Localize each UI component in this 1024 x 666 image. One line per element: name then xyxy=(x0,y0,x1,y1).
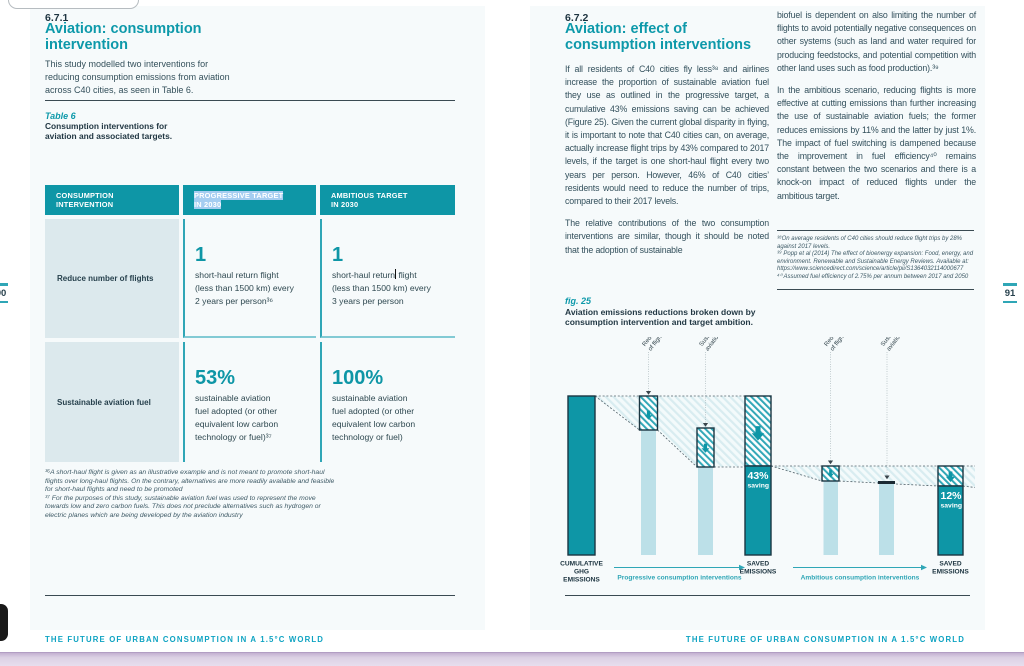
big-value: 100% xyxy=(332,367,384,389)
figure-caption: Aviation emissions reductions broken dow… xyxy=(565,307,756,327)
arrowhead-icon xyxy=(827,460,834,465)
side-handle-fragment[interactable] xyxy=(0,604,8,641)
svg-text:GHG: GHG xyxy=(574,569,589,576)
dashed-guides xyxy=(594,395,975,488)
arrowhead-icon xyxy=(739,564,745,571)
cell-flights-ambitious[interactable]: 1 short-haul return flight (less than 15… xyxy=(320,219,455,338)
interventions-table: CONSUMPTION INTERVENTION PROGRESSIVE TAR… xyxy=(45,185,455,462)
leader-lines xyxy=(648,352,888,476)
footnote-36: ³⁶A short-haul flight is given as an ill… xyxy=(45,469,335,494)
down-arrow-icon xyxy=(644,410,653,420)
page-number-dash xyxy=(0,283,8,286)
saving-12-word: saving xyxy=(941,503,963,510)
saving-43-word: saving xyxy=(748,483,770,490)
big-value: 1 xyxy=(195,244,207,266)
section-number: 6.7.1 xyxy=(45,12,69,24)
label-reduce-flights-progressive: Reduce number of flights xyxy=(641,337,673,352)
svg-text:EMISSIONS: EMISSIONS xyxy=(563,577,600,584)
text-column-1: If all residents of C40 cities fly less³… xyxy=(565,63,769,266)
axis-label-saved-progressive: SAVED xyxy=(747,561,769,568)
cell-fuel-progressive: 53% sustainable aviation fuel adopted (o… xyxy=(183,342,316,462)
footnote-40: ⁴⁰ Assumed fuel efficiency of 2.75% per … xyxy=(777,273,969,280)
column-header-progressive[interactable]: PROGRESSIVE TARGET IN 2030 xyxy=(183,185,316,215)
page-number-right: 91 xyxy=(1001,281,1019,305)
intro-paragraph: This study modelled two interventions fo… xyxy=(45,59,230,96)
cell-text: sustainable aviation fuel adopted (or ot… xyxy=(332,393,416,442)
selected-text[interactable]: PROGRESSIVE TARGET IN 2030 xyxy=(194,191,284,209)
footnote-39-link[interactable]: ³⁹ Popp et al (2014) The effect of bioen… xyxy=(777,251,974,272)
remaining-emission-bars xyxy=(641,430,894,555)
progressive-saving-region xyxy=(595,396,745,467)
arrowhead-icon xyxy=(702,423,709,427)
footnote-divider xyxy=(777,230,974,231)
figure-label: fig. 25 xyxy=(565,296,592,306)
toolbar-fragment[interactable] xyxy=(8,0,139,9)
row-label-flights: Reduce number of flights xyxy=(45,219,179,338)
reduction-boxes xyxy=(638,395,964,487)
down-arrow-icon xyxy=(701,443,710,453)
paragraph: If all residents of C40 cities fly less³… xyxy=(565,64,769,207)
page-number-dash xyxy=(1003,300,1017,303)
arrowhead-icon xyxy=(921,564,927,571)
cell-flights-progressive: 1 short-haul return flight (less than 15… xyxy=(183,219,316,338)
emissions-waterfall-chart: Reduce number of flights Sustainable avi… xyxy=(560,337,975,584)
page-number-dash xyxy=(0,300,8,303)
text-before-caret: short-haul return xyxy=(332,270,396,280)
page-number-left: 90 xyxy=(0,281,10,305)
solid-emission-bars xyxy=(567,395,964,556)
paragraph: In the ambitious scenario, reducing flig… xyxy=(777,85,976,201)
divider xyxy=(45,595,455,596)
text-column-2: biofuel is dependent on also limiting th… xyxy=(777,9,976,212)
row-label-fuel: Sustainable aviation fuel xyxy=(45,342,179,462)
axis-label-cumulative: CUMULATIVE xyxy=(560,561,603,568)
saving-43-pct: 43% xyxy=(748,470,770,482)
axis-label-saved-ambitious: SAVED xyxy=(939,561,961,568)
document-page-left: 6.7.1 Aviation: consumption intervention… xyxy=(30,6,485,630)
page-title: Aviation: consumption intervention xyxy=(45,21,202,53)
ambitious-arrow-label: Ambitious consumption interventions xyxy=(801,575,920,582)
big-value: 53% xyxy=(195,367,236,389)
footnote-38: ³⁸On average residents of C40 cities sho… xyxy=(777,236,963,250)
footnotes: ³⁶A short-haul flight is given as an ill… xyxy=(45,469,337,521)
text-caret xyxy=(395,269,397,279)
section-number: 6.7.2 xyxy=(565,12,589,24)
down-arrow-icon xyxy=(945,471,956,482)
ambitious-saving-region xyxy=(771,466,938,486)
divider xyxy=(45,100,455,101)
page-title: Aviation: effect of consumption interven… xyxy=(565,21,752,53)
cell-text: short-haul return flight (less than 1500… xyxy=(195,270,294,306)
arrowhead-icon xyxy=(645,391,652,395)
cell-text: sustainable aviation fuel adopted (or ot… xyxy=(195,393,279,442)
arrowhead-icon xyxy=(884,475,890,480)
divider xyxy=(777,289,974,290)
cell-fuel-ambitious: 100% sustainable aviation fuel adopted (… xyxy=(320,342,455,462)
page-number-dash xyxy=(1003,283,1017,286)
footnotes: ³⁸On average residents of C40 cities sho… xyxy=(777,236,977,281)
saving-12-pct: 12% xyxy=(941,490,963,502)
paragraph: The relative contributions of the two co… xyxy=(565,218,769,255)
table-label: Table 6 xyxy=(45,111,76,121)
column-header-ambitious: AMBITIOUS TARGET IN 2030 xyxy=(320,185,455,215)
footnote-37: ³⁷ For the purposes of this study, susta… xyxy=(45,494,321,519)
document-page-right: 6.7.2 Aviation: effect of consumption in… xyxy=(530,6,985,630)
cell-text-editing[interactable]: short-haul return flight (less than 1500… xyxy=(332,269,447,308)
big-value: 1 xyxy=(332,244,344,266)
divider xyxy=(565,595,970,596)
table-caption: Consumption interventions for aviation a… xyxy=(45,121,173,141)
column-header-consumption: CONSUMPTION INTERVENTION xyxy=(45,185,179,215)
report-footer-right: THE FUTURE OF URBAN CONSUMPTION IN A 1.5… xyxy=(685,635,965,644)
svg-text:EMISSIONS: EMISSIONS xyxy=(932,569,969,576)
label-reduce-flights-ambitious: Reduce number of flights xyxy=(823,337,855,352)
label-sustainable-fuel-progressive: Sustainable aviation fuel xyxy=(698,337,729,352)
progressive-arrow-label: Progressive consumption interventions xyxy=(617,575,742,582)
report-footer-left: THE FUTURE OF URBAN CONSUMPTION IN A 1.5… xyxy=(45,635,325,644)
label-sustainable-fuel-ambitious: Sustainable aviation fuel xyxy=(879,337,910,352)
svg-text:EMISSIONS: EMISSIONS xyxy=(740,569,777,576)
fuel-ambitious-step xyxy=(878,481,895,484)
taskbar-edge[interactable] xyxy=(0,652,1024,666)
paragraph: biofuel is dependent on also limiting th… xyxy=(777,10,976,73)
text-after-caret: flight (less than 1500 km) every 3 years… xyxy=(332,270,431,306)
saving-region-tail xyxy=(963,466,975,488)
